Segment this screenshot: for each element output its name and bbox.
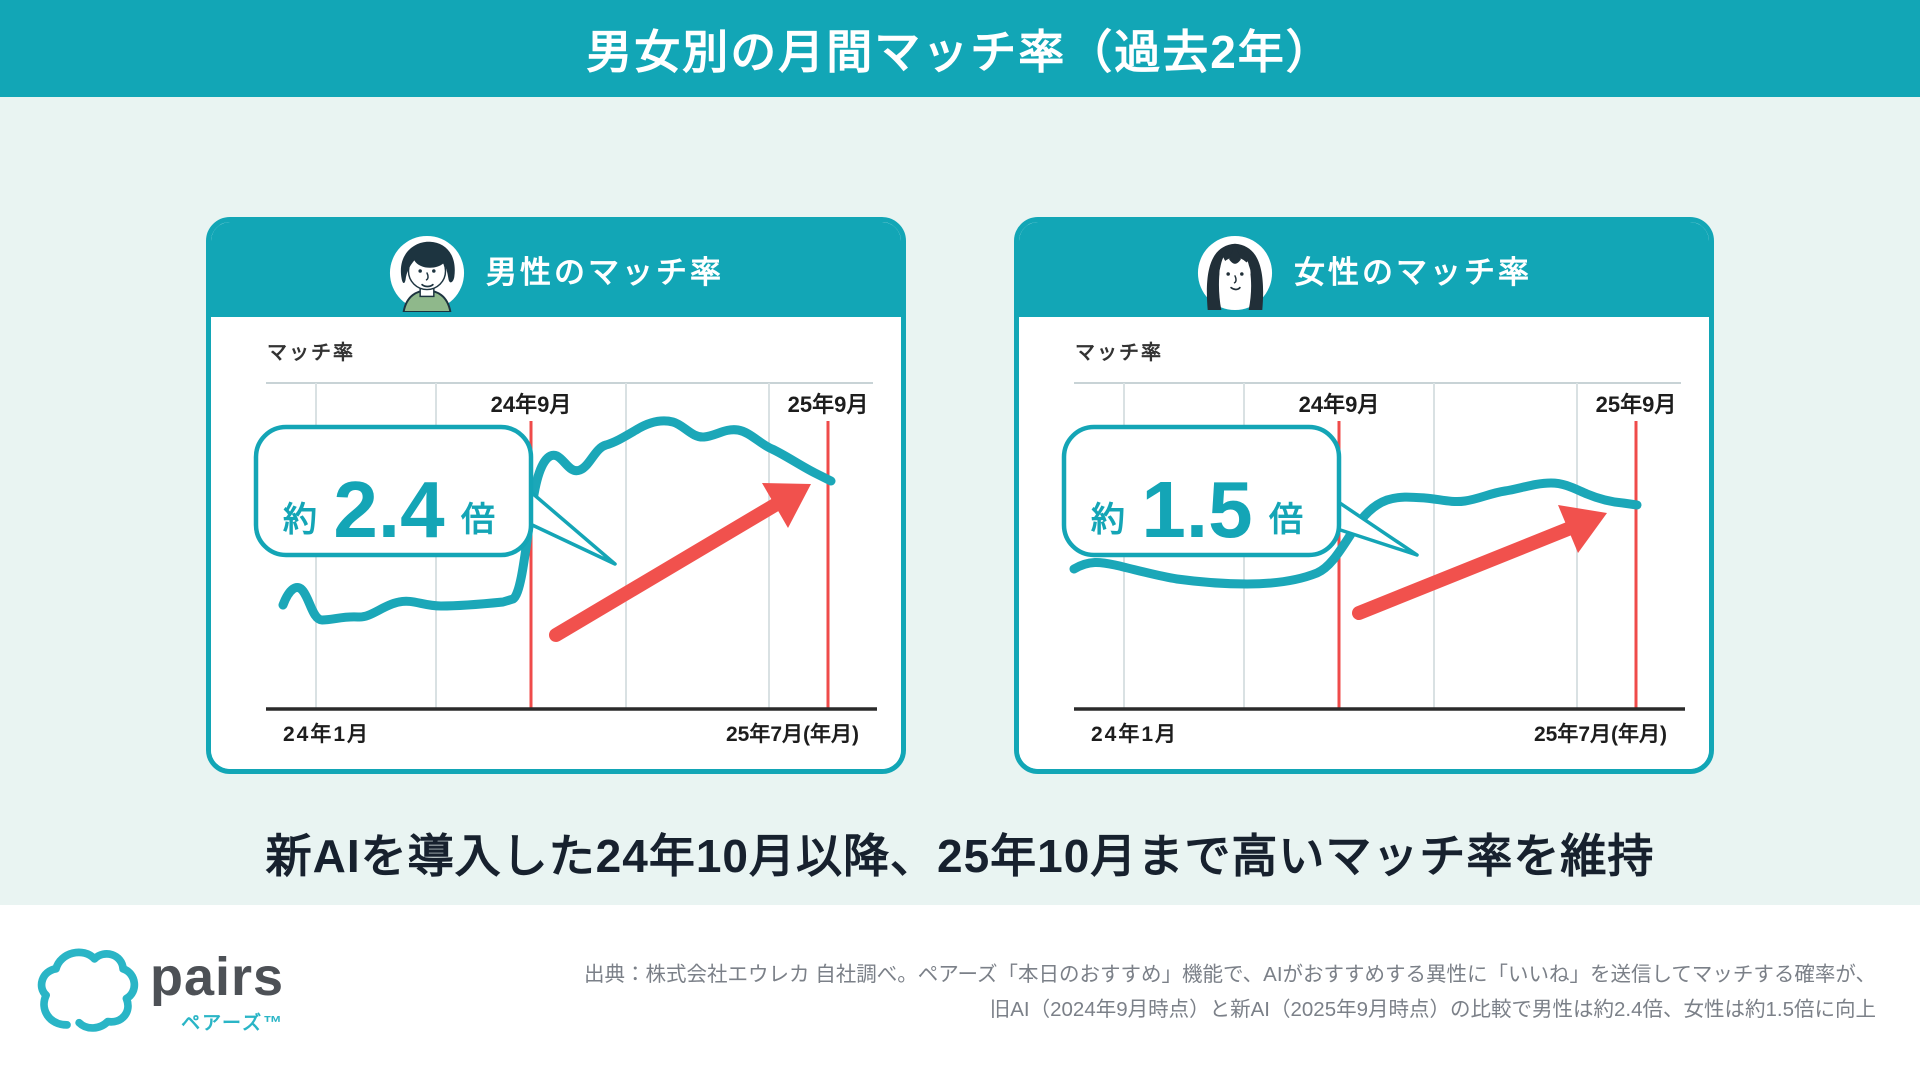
female-x-start-label: 24年1月 [1091,722,1178,746]
female-callout-suffix: 倍 [1268,501,1303,539]
female-chart-body: マッチ率 24年9月 25年9月 [1019,317,1709,769]
source-note: 出典：株式会社エウレカ 自社調べ。ペアーズ「本日のおすすめ」機能で、AIがおすす… [584,958,1876,1028]
female-event-label-2409: 24年9月 [1299,392,1380,417]
male-trend-arrow [549,483,811,642]
male-chart-body: マッチ率 24年9月 [211,317,901,769]
key-message: 新AIを導入した24年10月以降、25年10月まで高いマッチ率を維持 [265,830,1655,882]
female-callout-value: 1.5 [1141,465,1252,554]
male-event-label-2509: 25年9月 [788,392,869,417]
male-callout-prefix: 約 [283,501,317,539]
chart-cards: 男性のマッチ率 マッチ率 [206,217,1714,774]
male-avatar-icon [389,235,465,312]
page-title: 男女別の月間マッチ率（過去2年） [586,25,1334,78]
pairs-logo-text: pairs ペアーズ™ [150,950,284,1035]
main-area: 男性のマッチ率 マッチ率 [0,97,1920,905]
male-x-end-label: 25年7月(年月) [726,722,859,746]
female-match-line [1069,478,1642,589]
male-match-line [278,416,836,625]
female-avatar-icon [1197,235,1273,310]
male-callout: 約 2.4 倍 [253,424,617,566]
female-x-end-label: 25年7月(年月) [1534,722,1667,746]
male-callout-value: 2.4 [333,465,445,554]
female-callout-prefix: 約 [1091,501,1125,539]
male-y-axis-label: マッチ率 [267,340,355,364]
source-line-1: 出典：株式会社エウレカ 自社調べ。ペアーズ「本日のおすすめ」機能で、AIがおすす… [584,962,1876,986]
female-line-chart: マッチ率 24年9月 25年9月 [1061,340,1685,746]
male-line-chart: マッチ率 24年9月 [253,340,877,746]
male-callout-suffix: 倍 [460,501,495,539]
female-card-header: 女性のマッチ率 [1019,222,1709,317]
male-chart-card: 男性のマッチ率 マッチ率 [206,217,906,774]
female-y-axis-label: マッチ率 [1075,340,1163,364]
female-chart-card: 女性のマッチ率 マッチ率 24年9月 [1014,217,1714,774]
page-title-bar: 男女別の月間マッチ率（過去2年） [0,0,1920,97]
pairs-wordmark: pairs [150,947,285,1007]
pairs-logo: pairs ペアーズ™ [34,943,284,1043]
female-chart-title: 女性のマッチ率 [1294,255,1532,290]
female-callout: 約 1.5 倍 [1061,424,1419,558]
pairs-kana: ペアーズ™ [181,1013,285,1034]
male-chart-title: 男性のマッチ率 [486,255,724,290]
male-event-label-2409: 24年9月 [491,392,572,417]
female-trend-arrow [1352,505,1607,620]
female-event-label-2509: 25年9月 [1596,392,1677,417]
pairs-cloud-icon [37,948,139,1032]
male-x-start-label: 24年1月 [283,722,370,746]
footer: pairs ペアーズ™ 出典：株式会社エウレカ 自社調べ。ペアーズ「本日のおすす… [0,905,1920,1080]
male-card-header: 男性のマッチ率 [211,222,901,317]
source-line-2: 旧AI（2024年9月時点）と新AI（2025年9月時点）の比較で男性は約2.4… [989,997,1876,1021]
